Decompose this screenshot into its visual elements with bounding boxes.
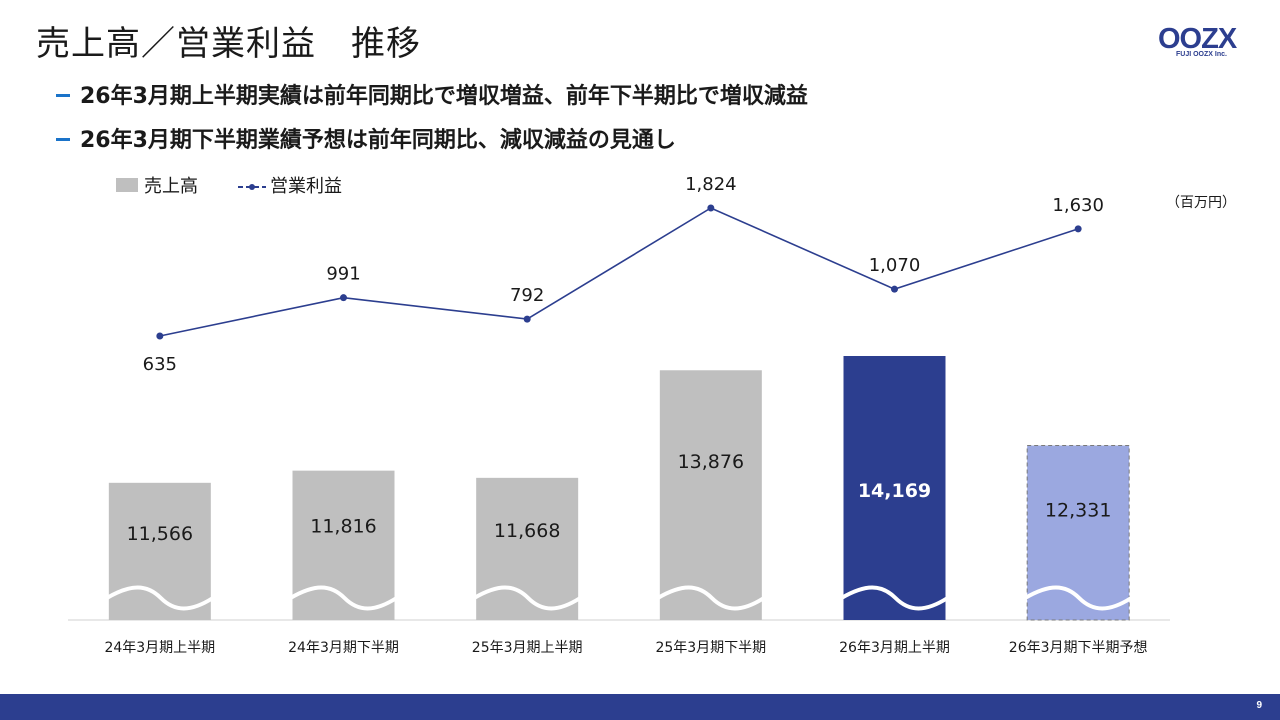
category-label: 24年3月期上半期 <box>104 640 215 656</box>
line-point <box>523 315 531 323</box>
chart-legend: 売上高 営業利益 <box>116 172 342 198</box>
footer-bar <box>0 694 1280 720</box>
line-point <box>707 204 715 212</box>
category-label: 25年3月期上半期 <box>472 640 583 656</box>
bullet-dash-icon <box>56 137 70 141</box>
chart-area: 11,566 24年3月期上半期 11,816 24年3月期下半期 11,668 25年3… <box>68 174 1170 656</box>
bar-value-label: 13,876 <box>678 451 744 473</box>
category-label: 25年3月期下半期 <box>655 640 766 656</box>
line-value-label: 1,630 <box>1052 195 1104 216</box>
legend-line-swatch-icon <box>238 178 266 192</box>
bar <box>843 356 946 620</box>
line-point <box>156 332 164 340</box>
line-point <box>340 294 347 302</box>
legend-bar-label: 売上高 <box>144 176 198 197</box>
bullet-dash-icon <box>56 93 70 97</box>
axis-break-wave-icon <box>656 585 765 611</box>
bar <box>659 370 762 620</box>
page-title: 売上高／営業利益 推移 <box>36 24 421 64</box>
bar-value-label: 11,816 <box>310 515 376 537</box>
operating-profit-line <box>159 207 1079 337</box>
line-value-label: 991 <box>326 264 360 285</box>
category-label: 26年3月期下半期予想 <box>1009 640 1148 656</box>
bar <box>1026 445 1130 621</box>
logo-text: OOZX <box>1158 23 1238 52</box>
page-number: 9 <box>1256 700 1262 711</box>
company-logo: OOZX <box>1158 22 1248 64</box>
bullet-item: 26年3月期下半期業績予想は前年同期比、減収減益の見通し <box>56 122 808 154</box>
axis-break-wave-icon <box>473 585 582 611</box>
category-label: 26年3月期上半期 <box>839 640 950 656</box>
axis-break-wave-icon <box>840 585 949 611</box>
legend-line-label: 営業利益 <box>270 176 342 197</box>
bar-value-label: 11,566 <box>127 523 193 545</box>
line-point <box>891 285 898 293</box>
bullet-text: 26年3月期下半期業績予想は前年同期比、減収減益の見通し <box>80 128 676 153</box>
bar-value-label: 11,668 <box>494 520 560 542</box>
unit-label: （百万円） <box>1166 195 1236 211</box>
line-value-label: 792 <box>510 285 544 306</box>
bar-value-label: 14,169 <box>858 480 931 502</box>
axis-break-wave-icon <box>1024 585 1133 611</box>
category-label: 24年3月期下半期 <box>288 640 399 656</box>
axis-break-wave-icon <box>105 585 214 611</box>
axis-break-wave-icon <box>289 585 398 611</box>
bullet-list: 26年3月期上半期実績は前年同期比で増収増益、前年下半期比で増収減益 26年3月… <box>56 78 808 166</box>
bullet-text: 26年3月期上半期実績は前年同期比で増収増益、前年下半期比で増収減益 <box>80 84 808 109</box>
line-point <box>1074 225 1082 233</box>
line-value-label: 1,070 <box>869 255 921 276</box>
bar-value-label: 12,331 <box>1045 499 1111 521</box>
legend-bar-swatch-icon <box>116 178 138 192</box>
logo-subtitle: FUJI OOZX Inc. <box>1176 51 1227 58</box>
line-value-label: 635 <box>143 354 177 375</box>
bullet-item: 26年3月期上半期実績は前年同期比で増収増益、前年下半期比で増収減益 <box>56 78 808 110</box>
line-value-label: 1,824 <box>685 174 737 195</box>
